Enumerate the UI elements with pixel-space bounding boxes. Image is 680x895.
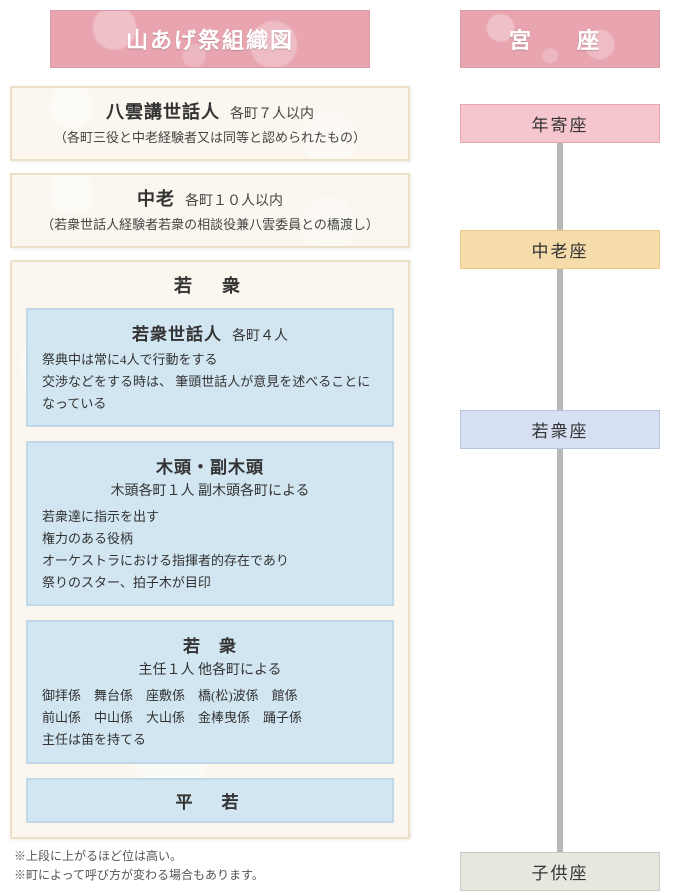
sub-wakashu2: 若 衆 主任１人 他各町による 御拝係 舞台係 座敷係 橋(松)波係 館係前山係… <box>26 620 394 763</box>
box-churo: 中老 各町１０人以内 （若衆世話人経験者若衆の相談役兼八雲委員との橋渡し） <box>10 173 410 248</box>
box-churo-note: （若衆世話人経験者若衆の相談役兼八雲委員との橋渡し） <box>24 215 396 236</box>
sub-kigashira-desc: 若衆達に指示を出す権力のある役柄オーケストラにおける指揮者的存在であり祭りのスタ… <box>42 506 378 594</box>
sub-kigashira: 木頭・副木頭 木頭各町１人 副木頭各町による 若衆達に指示を出す権力のある役柄オ… <box>26 441 394 606</box>
box-wakashu: 若 衆 若衆世話人 各町４人 祭典中は常に4人で行動をする交渉などをする時は、 … <box>10 260 410 839</box>
box-yakumo-name: 八雲講世話人 <box>106 102 220 122</box>
footnote-2: ※町によって呼び方が変わる場合もあります。 <box>14 866 410 885</box>
sub-sewanin-sub: 各町４人 <box>232 329 288 344</box>
seat-gray: 子供座 <box>460 852 660 891</box>
timeline-line <box>557 442 563 852</box>
sub-wakashu2-subline: 主任１人 他各町による <box>42 659 378 679</box>
box-yakumo-note: （各町三役と中老経験者又は同等と認められたもの） <box>24 128 396 149</box>
timeline-line <box>557 262 563 410</box>
sub-sewanin-desc: 祭典中は常に4人で行動をする交渉などをする時は、 筆頭世話人が意見を述べることに… <box>42 349 378 415</box>
seat-blue: 若衆座 <box>460 410 660 449</box>
left-title: 山あげ祭組織図 <box>50 10 370 68</box>
box-churo-name: 中老 <box>137 189 175 209</box>
sub-sewanin-name: 若衆世話人 <box>132 325 222 344</box>
sub-kigashira-name: 木頭・副木頭 <box>156 458 264 477</box>
wakashu-title: 若 衆 <box>26 272 394 298</box>
sub-wakashu2-desc: 御拝係 舞台係 座敷係 橋(松)波係 館係前山係 中山係 大山係 金棒曳係 踊子… <box>42 685 378 751</box>
footnotes: ※上段に上がるほど位は高い。 ※町によって呼び方が変わる場合もあります。 <box>10 847 410 885</box>
sub-wakashu2-name: 若 衆 <box>183 637 237 656</box>
sub-sewanin: 若衆世話人 各町４人 祭典中は常に4人で行動をする交渉などをする時は、 筆頭世話… <box>26 308 394 427</box>
sub-kigashira-subline: 木頭各町１人 副木頭各町による <box>42 480 378 500</box>
timeline: 年寄座中老座若衆座子供座 <box>440 94 680 884</box>
footnote-1: ※上段に上がるほど位は高い。 <box>14 847 410 866</box>
box-yakumo: 八雲講世話人 各町７人以内 （各町三役と中老経験者又は同等と認められたもの） <box>10 86 410 161</box>
timeline-line <box>557 136 563 230</box>
seat-orange: 中老座 <box>460 230 660 269</box>
right-title: 宮 座 <box>460 10 660 68</box>
box-churo-sub: 各町１０人以内 <box>185 194 283 209</box>
seat-pink: 年寄座 <box>460 104 660 143</box>
box-yakumo-sub: 各町７人以内 <box>230 107 314 122</box>
sub-hirawaka: 平 若 <box>26 778 394 823</box>
